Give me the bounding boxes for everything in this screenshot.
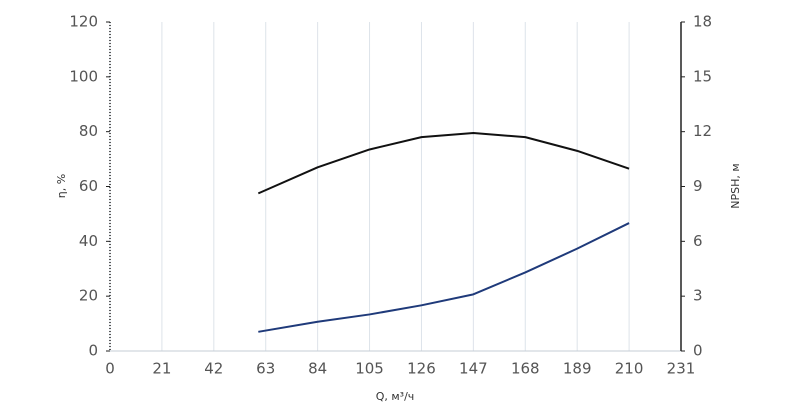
x-tick-label: 105 [355,360,384,378]
y2-tick-label: 0 [693,342,703,360]
y-tick-label: 20 [79,287,98,305]
y-axis-title: η, % [55,174,68,198]
x-tick-label: 126 [407,360,436,378]
x-tick-label: 63 [256,360,275,378]
x-tick-label: 168 [511,360,540,378]
y-tick-label: 0 [88,342,98,360]
x-tick-label: 147 [459,360,488,378]
x-tick-label: 21 [152,360,171,378]
series-line [257,132,630,195]
y-tick-label: 60 [79,177,98,195]
y2-tick-label: 18 [693,13,712,31]
x-tick-label: 231 [667,360,696,378]
y-tick-label: 100 [69,67,98,85]
y2-tick-label: 3 [693,287,703,305]
y2-axis-title: NPSH, м [729,163,742,208]
x-tick-label: 0 [105,360,115,378]
y-tick-label: 40 [79,232,98,250]
y2-tick-label: 6 [693,232,703,250]
y2-tick-label: 15 [693,67,712,85]
x-axis-title: Q, м³/ч [376,390,415,403]
y2-tick-label: 12 [693,122,712,140]
x-tick-label: 84 [308,360,327,378]
x-tick-label: 210 [615,360,644,378]
x-tick-label: 189 [563,360,592,378]
series-line [258,222,630,333]
y2-tick-label: 9 [693,177,703,195]
y-tick-label: 80 [79,122,98,140]
x-tick-label: 42 [204,360,223,378]
y-tick-label: 120 [69,13,98,31]
